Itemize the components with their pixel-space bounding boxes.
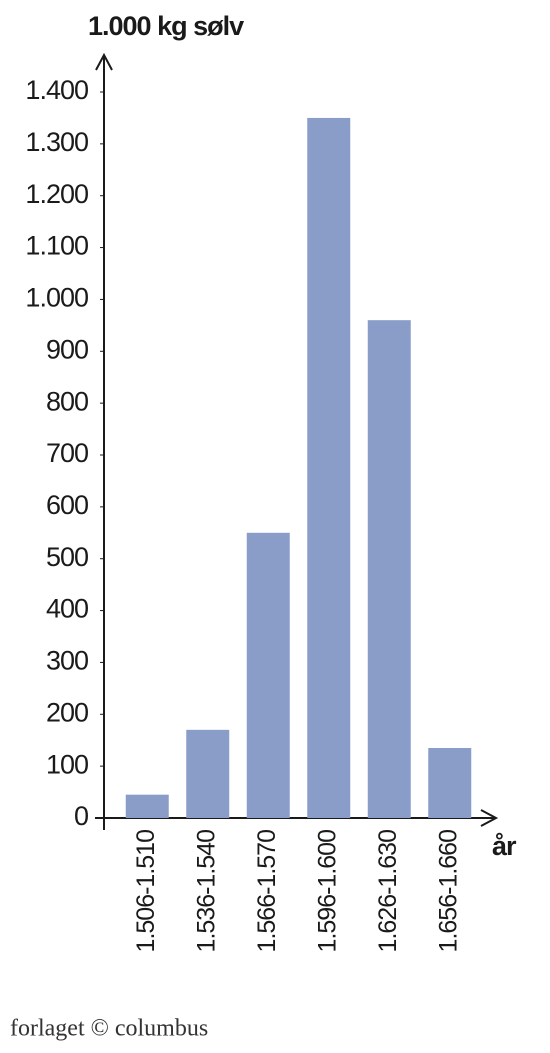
footer: forlaget © columbus [10,1016,208,1042]
y-tick-label: 1.200 [25,179,88,209]
bar [428,747,472,818]
y-tick-label: 500 [46,542,88,572]
y-tick-label: 1.000 [25,283,88,313]
x-tick-label: 1.596-1.600 [313,830,341,953]
y-tick-label: 900 [46,334,88,364]
y-tick-label: 1.400 [25,75,88,105]
x-tick-label: 1.536-1.540 [192,830,220,953]
y-tick-label: 200 [46,697,88,727]
y-tick-label: 800 [46,386,88,416]
y-tick-label: 100 [46,749,88,779]
y-tick-label: 0 [74,801,88,831]
y-tick-label: 600 [46,490,88,520]
bar [367,320,411,818]
bar [186,729,230,818]
bar [307,117,351,818]
y-axis-arrow [95,52,113,71]
bar [125,794,169,818]
x-axis-title: år [492,831,517,861]
x-tick-label: 1.506-1.510 [132,830,160,953]
x-tick-label: 1.656-1.660 [434,830,462,953]
y-tick-label: 400 [46,594,88,624]
x-axis-arrow [480,809,499,827]
y-tick-label: 1.300 [25,127,88,157]
bar [246,532,290,818]
y-tick-label: 700 [46,438,88,468]
x-tick-label: 1.566-1.570 [253,830,281,953]
y-tick-label: 300 [46,646,88,676]
y-tick-label: 1.100 [25,231,88,261]
y-axis-title: 1.000 kg sølv [88,11,244,41]
x-tick-label: 1.626-1.630 [374,830,402,953]
